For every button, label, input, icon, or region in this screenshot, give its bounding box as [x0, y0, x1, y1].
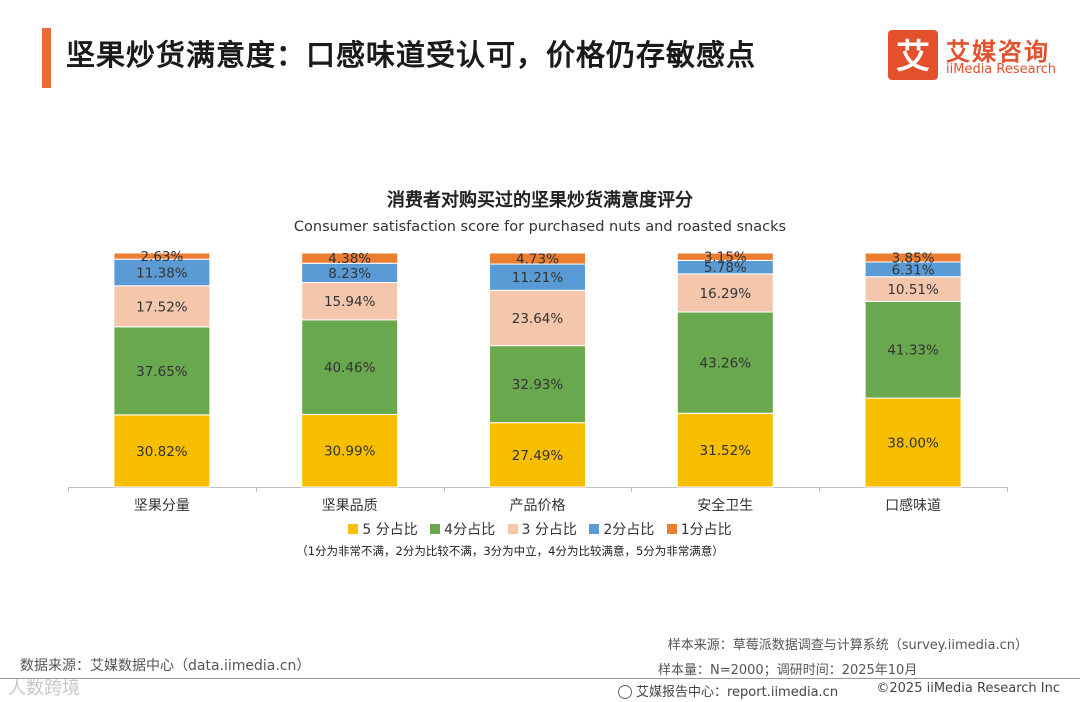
legend-swatch-5 [348, 524, 359, 534]
data-label: 16.29% [700, 286, 752, 302]
bar-segment-1-4 [676, 252, 774, 261]
legend-label-5: 5 分占比 [362, 522, 418, 538]
data-label: 4.73% [516, 252, 559, 268]
bar-segment-5-4 [676, 412, 774, 488]
data-label: 30.99% [324, 444, 376, 460]
legend-label-1: 1分占比 [680, 522, 732, 538]
data-label: 8.23% [328, 266, 371, 282]
legend-swatch-2 [589, 524, 600, 534]
chart-legend: 5 分占比 4分占比 3 分占比 2分占比 1分占比 [0, 519, 1080, 539]
data-label: 40.46% [324, 360, 376, 376]
globe-icon [618, 685, 632, 699]
data-label: 3.85% [892, 251, 935, 267]
bar-segment-1-3 [489, 252, 586, 265]
score-note: （1分为非常不满，2分为比较不满，3分为中立，4分为比较满意，5分为非常满意） [296, 544, 724, 558]
data-label: 32.93% [512, 377, 564, 393]
logo-mark-icon: 艾 [888, 30, 938, 80]
bar-segment-4-5 [864, 300, 962, 399]
bar-segment-4-3 [489, 345, 586, 424]
category-label: 坚果分量 [134, 498, 190, 514]
copyright: ©2025 iiMedia Research Inc [876, 681, 1060, 696]
page-title: 坚果炒货满意度：口感味道受认可，价格仍存敏感点 [66, 38, 757, 72]
bar-segment-1-2 [301, 252, 399, 264]
legend-label-4: 4分占比 [444, 522, 496, 538]
report-center-link[interactable]: 艾媒报告中心：report.iimedia.cn [618, 681, 838, 700]
data-label: 38.00% [887, 436, 939, 452]
watermark: 人数跨境 [8, 678, 80, 699]
data-label: 11.38% [136, 265, 188, 281]
data-label: 31.52% [700, 443, 752, 459]
bar-segment-2-1 [113, 258, 211, 287]
category-label: 坚果品质 [322, 498, 378, 514]
data-label: 17.52% [136, 299, 188, 315]
category-label: 产品价格 [510, 498, 566, 514]
legend-swatch-1 [666, 524, 677, 534]
bar-segment-4-1 [113, 326, 211, 416]
bar-segment-3-2 [301, 282, 399, 321]
logo-name-en: iiMedia Research [946, 62, 1057, 77]
bar-segment-5-1 [113, 414, 211, 488]
logo-glyph: 艾 [896, 37, 930, 77]
category-label: 安全卫生 [697, 497, 753, 514]
footer-divider [0, 678, 1080, 679]
legend-item-3: 3 分占比 [507, 519, 577, 539]
bar-segment-4-4 [676, 311, 774, 414]
data-label: 37.65% [136, 364, 188, 380]
legend-item-4: 4分占比 [430, 519, 495, 539]
category-label: 口感味道 [885, 497, 941, 514]
data-label: 41.33% [887, 343, 939, 359]
data-label: 23.64% [512, 311, 564, 327]
bar-segment-1-5 [864, 252, 962, 263]
data-label: 4.38% [328, 251, 371, 267]
legend-item-5: 5 分占比 [348, 519, 418, 539]
bar-segment-3-1 [113, 285, 211, 328]
legend-item-2: 2分占比 [589, 519, 654, 539]
data-label: 43.26% [700, 356, 752, 372]
bar-segment-3-3 [489, 289, 586, 347]
chart-subtitle: Consumer satisfaction score for purchase… [293, 219, 787, 235]
data-label: 27.49% [512, 448, 564, 464]
data-label: 11.21% [512, 270, 564, 286]
iimedia-logo[interactable]: 艾 艾媒咨询 iiMedia Research [888, 30, 1060, 82]
sample-size: 样本量：N=2000；调研时间：2025年10月 [658, 663, 918, 678]
bar-segment-3-4 [676, 273, 774, 313]
bar-segment-5-3 [489, 422, 586, 488]
sample-source: 样本来源：草莓派数据调查与计算系统（survey.iimedia.cn） [667, 638, 1028, 653]
bar-segment-2-3 [489, 263, 586, 291]
logo-name-cn: 艾媒咨询 [946, 38, 1050, 66]
data-source: 数据来源：艾媒数据中心（data.iimedia.cn） [20, 658, 311, 674]
legend-label-3: 3 分占比 [521, 522, 577, 538]
chart-title: 消费者对购买过的坚果炒货满意度评分 [387, 190, 693, 211]
data-label: 10.51% [887, 282, 939, 298]
title-accent-bar [42, 28, 51, 88]
legend-swatch-3 [507, 524, 518, 534]
report-center-text: 艾媒报告中心：report.iimedia.cn [636, 685, 839, 700]
data-label: 15.94% [324, 294, 376, 310]
legend-label-2: 2分占比 [603, 522, 655, 538]
bar-segment-4-2 [301, 319, 399, 415]
data-label: 5.78% [704, 260, 747, 276]
bar-segment-1-1 [113, 252, 211, 260]
data-label: 30.82% [136, 444, 188, 460]
data-label: 3.15% [704, 250, 747, 266]
data-label: 2.63% [140, 249, 183, 265]
data-label: 6.31% [892, 262, 935, 278]
bar-segment-5-2 [301, 413, 399, 488]
legend-item-1: 1分占比 [666, 519, 732, 539]
legend-swatch-4 [430, 524, 441, 534]
